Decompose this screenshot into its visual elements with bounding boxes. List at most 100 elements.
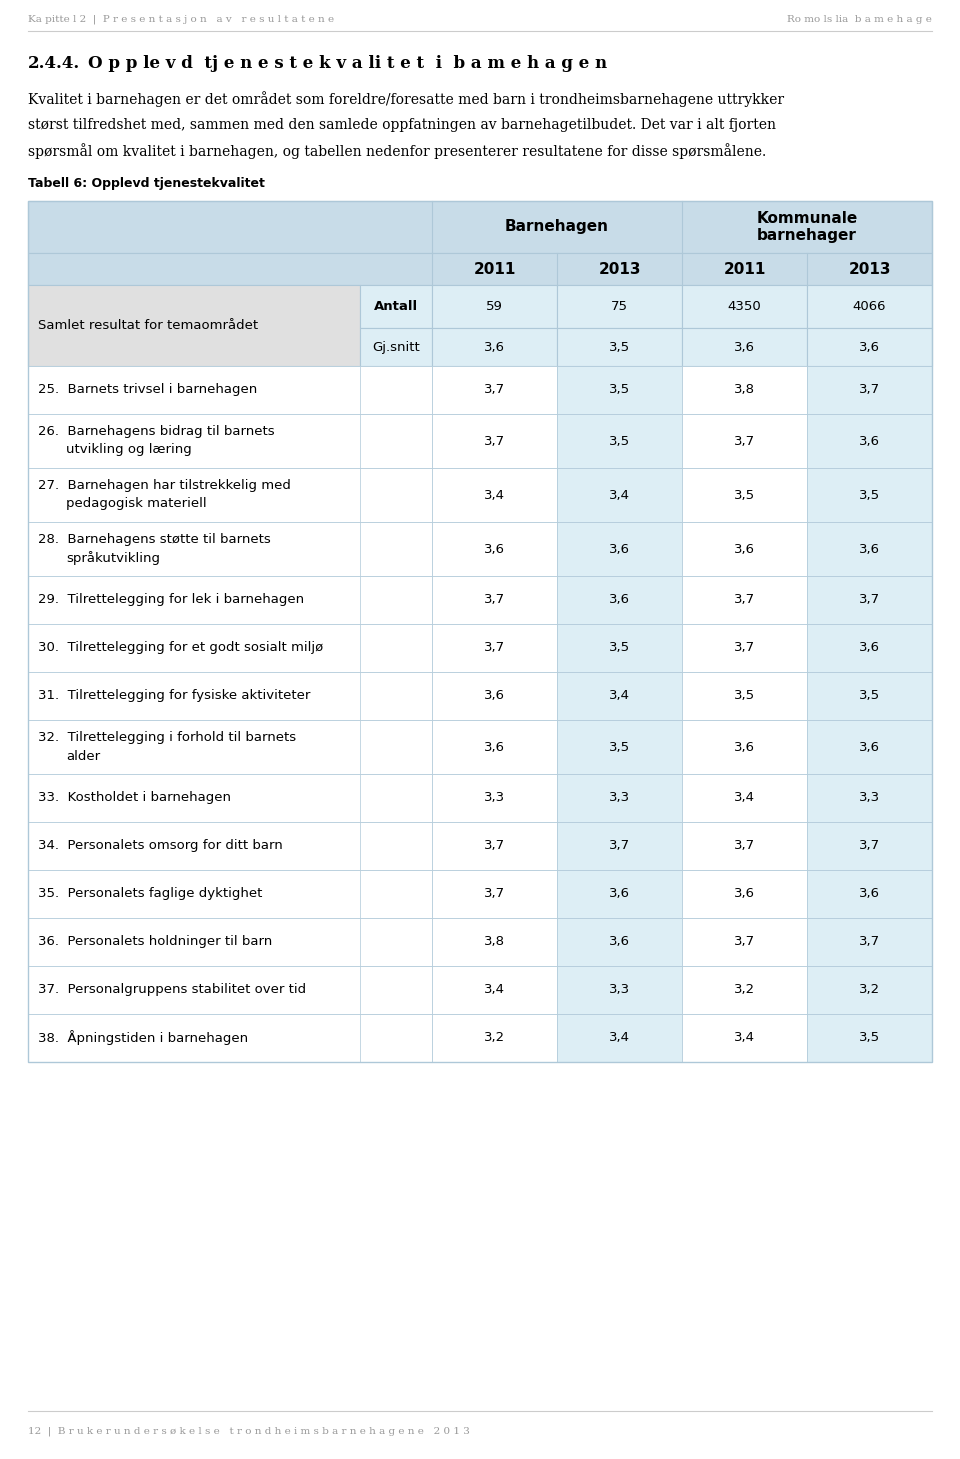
Text: 35.  Personalets faglige dyktighet: 35. Personalets faglige dyktighet	[38, 887, 262, 900]
Bar	[682, 414, 807, 468]
Bar	[360, 966, 432, 1014]
Bar	[432, 285, 557, 328]
Text: størst tilfredshet med, sammen med den samlede oppfatningen av barnehagetilbudet: størst tilfredshet med, sammen med den s…	[28, 118, 776, 131]
Bar	[28, 468, 932, 522]
Bar	[557, 522, 682, 576]
Text: 3,6: 3,6	[859, 435, 880, 448]
Text: 3,6: 3,6	[859, 887, 880, 900]
Bar	[557, 1014, 682, 1062]
Bar	[360, 719, 432, 775]
Text: 3,5: 3,5	[609, 435, 630, 448]
Bar	[360, 624, 432, 673]
Text: 3,7: 3,7	[484, 642, 505, 655]
Bar	[28, 522, 932, 576]
Text: Kvalitet i barnehagen er det området som foreldre/foresatte med barn i trondheim: Kvalitet i barnehagen er det området som…	[28, 90, 784, 107]
Bar	[807, 870, 932, 918]
Text: 3,7: 3,7	[859, 594, 880, 607]
Bar	[807, 775, 932, 821]
Bar	[682, 719, 807, 775]
Text: 3,7: 3,7	[734, 642, 756, 655]
Bar	[432, 366, 557, 414]
Text: 30.  Tilrettelegging for et godt sosialt miljø: 30. Tilrettelegging for et godt sosialt …	[38, 642, 324, 655]
Bar	[28, 870, 932, 918]
Bar	[360, 775, 432, 821]
Bar	[682, 328, 807, 366]
Bar	[28, 821, 932, 870]
Text: 3,4: 3,4	[734, 791, 755, 804]
Bar	[28, 201, 932, 1062]
Text: 3,6: 3,6	[609, 543, 630, 556]
Text: 3,7: 3,7	[734, 839, 756, 852]
Bar	[28, 918, 932, 966]
Text: 3,6: 3,6	[859, 340, 880, 353]
Text: 3,6: 3,6	[609, 594, 630, 607]
Text: 3,4: 3,4	[734, 1032, 755, 1045]
Bar	[432, 966, 557, 1014]
Bar	[432, 328, 557, 366]
Text: 3,6: 3,6	[859, 642, 880, 655]
Text: 3,6: 3,6	[734, 543, 755, 556]
Bar	[807, 719, 932, 775]
Text: 2011: 2011	[723, 261, 766, 277]
Bar	[807, 366, 932, 414]
Bar	[682, 775, 807, 821]
Bar	[432, 775, 557, 821]
Bar	[682, 870, 807, 918]
Bar	[557, 870, 682, 918]
Bar	[360, 821, 432, 870]
Bar	[557, 468, 682, 522]
Bar	[360, 522, 432, 576]
Text: Barnehagen: Barnehagen	[505, 219, 609, 235]
Bar	[28, 285, 360, 366]
Bar	[432, 576, 557, 624]
Bar	[682, 966, 807, 1014]
Bar	[557, 719, 682, 775]
Bar	[360, 576, 432, 624]
Bar	[682, 673, 807, 719]
Text: 3,5: 3,5	[859, 1032, 880, 1045]
Text: 3,6: 3,6	[734, 340, 755, 353]
Bar	[360, 414, 432, 468]
Text: Ka pitte l 2  |  P r e s e n t a s j o n   a v   r e s u l t a t e n e: Ka pitte l 2 | P r e s e n t a s j o n a…	[28, 15, 334, 23]
Text: 2.4.4.: 2.4.4.	[28, 54, 81, 71]
Text: spørsmål om kvalitet i barnehagen, og tabellen nedenfor presenterer resultatene : spørsmål om kvalitet i barnehagen, og ta…	[28, 143, 766, 159]
Bar	[682, 624, 807, 673]
Bar	[807, 468, 932, 522]
Bar	[360, 285, 432, 328]
Bar	[557, 918, 682, 966]
Text: 3,5: 3,5	[609, 741, 630, 753]
Bar	[360, 366, 432, 414]
Bar	[557, 366, 682, 414]
Bar	[28, 414, 932, 468]
Text: 3,8: 3,8	[484, 935, 505, 948]
Text: 3,5: 3,5	[609, 340, 630, 353]
Bar	[432, 673, 557, 719]
Bar	[682, 1014, 807, 1062]
Text: 3,7: 3,7	[609, 839, 630, 852]
Text: 26.  Barnehagens bidrag til barnets: 26. Barnehagens bidrag til barnets	[38, 426, 275, 439]
Text: 4350: 4350	[728, 301, 761, 314]
Bar	[360, 918, 432, 966]
Bar	[682, 285, 807, 328]
Bar	[557, 328, 682, 366]
Text: 3,6: 3,6	[484, 543, 505, 556]
Text: 3,4: 3,4	[609, 1032, 630, 1045]
Bar	[807, 673, 932, 719]
Bar	[682, 821, 807, 870]
Text: 3,7: 3,7	[859, 839, 880, 852]
Bar	[807, 821, 932, 870]
Text: 3,3: 3,3	[609, 983, 630, 996]
Text: 27.  Barnehagen har tilstrekkelig med: 27. Barnehagen har tilstrekkelig med	[38, 480, 291, 493]
Bar	[360, 673, 432, 719]
Text: 38.  Åpningstiden i barnehagen: 38. Åpningstiden i barnehagen	[38, 1030, 248, 1046]
Text: 3,2: 3,2	[734, 983, 756, 996]
Bar	[432, 821, 557, 870]
Bar	[807, 414, 932, 468]
Text: 12  |  B r u k e r u n d e r s ø k e l s e   t r o n d h e i m s b a r n e h a g: 12 | B r u k e r u n d e r s ø k e l s e…	[28, 1427, 469, 1436]
Bar	[28, 201, 932, 252]
Text: 3,7: 3,7	[734, 935, 756, 948]
Bar	[360, 328, 432, 366]
Bar	[360, 1014, 432, 1062]
Text: 3,6: 3,6	[609, 935, 630, 948]
Text: Gj.snitt: Gj.snitt	[372, 340, 420, 353]
